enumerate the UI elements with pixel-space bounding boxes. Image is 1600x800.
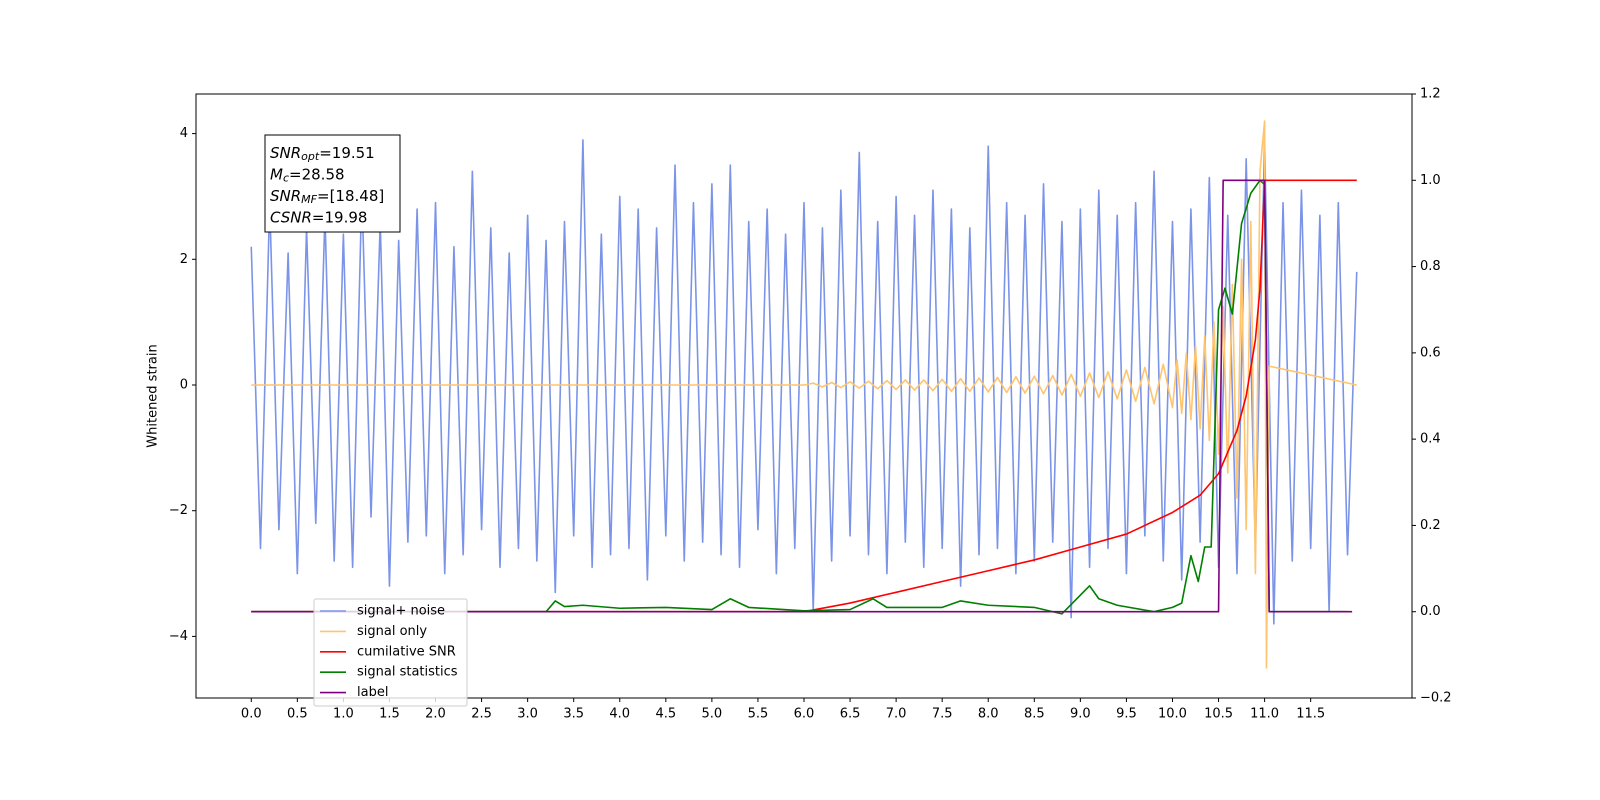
annotation-subscript: opt [301,150,320,163]
series-line [251,120,1357,669]
annotation-line: Mc=28.58 [270,165,345,185]
x-tick-label: 4.5 [655,707,676,722]
x-tick-label: 9.0 [1070,707,1091,722]
x-tick-label: 0.5 [287,707,308,722]
x-tick-label: 2.5 [471,707,492,722]
y2-tick-label: 0.6 [1420,345,1441,360]
annotation-symbol: SNR [270,187,301,205]
x-tick-label: 6.5 [840,707,861,722]
y-tick-label: 0 [180,378,188,393]
y-tick-label: 4 [180,126,188,141]
x-tick-label: 0.0 [241,707,262,722]
x-tick-label: 1.0 [333,707,354,722]
y-tick-label: −2 [169,503,188,518]
annotation-subscript: MF [301,193,317,206]
annotation-box [264,134,401,233]
x-tick-label: 11.5 [1296,707,1325,722]
x-tick-label: 5.5 [748,707,769,722]
series-line [251,179,1348,615]
x-tick-label: 4.0 [609,707,630,722]
series-line [250,139,1358,625]
y-axis-label: Whitened strain [146,344,161,447]
y2-tick-label: 1.2 [1420,87,1441,102]
legend-label: cumilative SNR [357,644,456,659]
x-tick-label: 5.0 [702,707,723,722]
y-tick-label: 2 [180,252,188,267]
y2-tick-label: 1.0 [1420,173,1441,188]
legend-box [313,598,468,707]
x-tick-label: 10.5 [1204,707,1233,722]
annotation-subscript: c [283,172,289,185]
y2-tick-label: 0.4 [1420,432,1441,447]
x-tick-label: 8.0 [978,707,999,722]
x-tick-label: 3.5 [563,707,584,722]
legend-label: label [357,685,388,700]
plot-frame [195,93,1413,699]
x-tick-label: 3.0 [517,707,538,722]
annotation-text: =19.51 [319,144,375,162]
series-line [251,179,1357,613]
annotation-text: =[18.48] [317,187,384,205]
x-tick-label: 2.0 [425,707,446,722]
annotation-text: =28.58 [289,165,345,183]
y2-tick-label: 0.0 [1420,604,1441,619]
legend-label: signal statistics [357,665,458,680]
annotation-line: SNRopt=19.51 [270,144,375,164]
x-tick-label: 11.0 [1250,707,1279,722]
annotation-line: CSNR=19.98 [270,208,367,226]
y2-tick-label: −0.2 [1420,691,1452,706]
annotation-symbol: M [270,165,283,183]
x-tick-label: 6.0 [794,707,815,722]
y2-tick-label: 0.2 [1420,518,1441,533]
series-line [251,179,1353,613]
y2-tick-label: 0.8 [1420,259,1441,274]
x-tick-label: 8.5 [1024,707,1045,722]
x-tick-label: 10.0 [1158,707,1187,722]
legend-label: signal+ noise [357,604,445,619]
x-tick-label: 7.0 [886,707,907,722]
legend-label: signal only [357,624,427,639]
x-tick-label: 1.5 [379,707,400,722]
annotation-line: SNRMF=[18.48] [270,187,384,207]
y-tick-label: −4 [169,629,188,644]
annotation-symbol: CSNR [270,208,312,226]
annotation-text: =19.98 [312,208,368,226]
x-tick-label: 7.5 [932,707,953,722]
x-tick-label: 9.5 [1116,707,1137,722]
annotation-symbol: SNR [270,144,301,162]
